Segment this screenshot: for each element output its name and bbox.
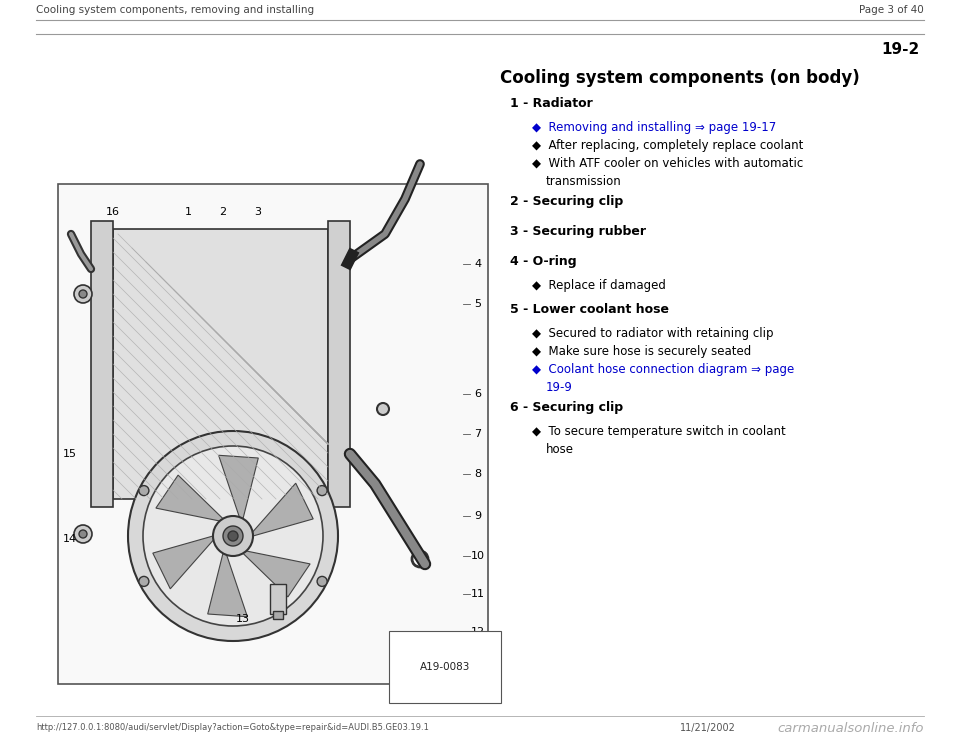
Text: ◆  Secured to radiator with retaining clip: ◆ Secured to radiator with retaining cli…: [532, 327, 774, 340]
Polygon shape: [207, 554, 248, 617]
Text: 1: 1: [184, 207, 191, 217]
Text: ◆  After replacing, completely replace coolant: ◆ After replacing, completely replace co…: [532, 139, 804, 152]
Text: 1 - Radiator: 1 - Radiator: [510, 97, 592, 110]
Polygon shape: [156, 475, 223, 521]
Text: 13: 13: [236, 614, 250, 624]
Circle shape: [228, 531, 238, 541]
Bar: [113, 229, 328, 499]
Text: 5: 5: [474, 299, 482, 309]
Text: 14: 14: [63, 534, 77, 544]
Text: 4: 4: [474, 259, 482, 269]
Polygon shape: [243, 551, 310, 597]
Text: 3 - Securing rubber: 3 - Securing rubber: [510, 225, 646, 238]
Text: 9: 9: [474, 511, 482, 521]
Text: 12: 12: [471, 627, 485, 637]
Text: 5 - Lower coolant hose: 5 - Lower coolant hose: [510, 303, 669, 316]
Bar: [113, 229, 328, 499]
Circle shape: [139, 577, 149, 586]
Bar: [328, 221, 350, 507]
Bar: [58, 184, 488, 684]
Text: 2 - Securing clip: 2 - Securing clip: [510, 195, 623, 208]
Bar: [113, 229, 328, 499]
Circle shape: [79, 290, 87, 298]
Circle shape: [79, 530, 87, 538]
Bar: [270, 584, 286, 614]
Text: 15: 15: [63, 449, 77, 459]
Circle shape: [213, 516, 253, 556]
Text: 11/21/2002: 11/21/2002: [680, 723, 736, 733]
Polygon shape: [219, 456, 258, 519]
Circle shape: [317, 577, 327, 586]
Text: 4 - O-ring: 4 - O-ring: [510, 255, 577, 268]
Text: 2: 2: [220, 207, 227, 217]
Bar: [91, 221, 113, 507]
Text: 8: 8: [474, 469, 482, 479]
Text: 7: 7: [474, 429, 482, 439]
Polygon shape: [153, 536, 213, 589]
Text: ◆  Make sure hose is securely seated: ◆ Make sure hose is securely seated: [532, 345, 752, 358]
Circle shape: [74, 525, 92, 543]
Circle shape: [317, 485, 327, 496]
Text: 6: 6: [474, 389, 482, 399]
Circle shape: [74, 285, 92, 303]
Text: 16: 16: [106, 207, 120, 217]
Text: 10: 10: [471, 551, 485, 561]
Text: 19-9: 19-9: [546, 381, 573, 394]
Text: hose: hose: [546, 443, 574, 456]
Text: 11: 11: [471, 589, 485, 599]
Text: A19-0083: A19-0083: [420, 662, 470, 672]
Text: 6 - Securing clip: 6 - Securing clip: [510, 401, 623, 414]
Text: Page 3 of 40: Page 3 of 40: [859, 5, 924, 15]
Text: ◆  Replace if damaged: ◆ Replace if damaged: [532, 279, 666, 292]
Text: ◆  With ATF cooler on vehicles with automatic: ◆ With ATF cooler on vehicles with autom…: [532, 157, 804, 170]
Text: 19-2: 19-2: [881, 42, 920, 57]
Text: ◆  Removing and installing ⇒ page 19-17: ◆ Removing and installing ⇒ page 19-17: [532, 121, 777, 134]
Text: Cooling system components, removing and installing: Cooling system components, removing and …: [36, 5, 314, 15]
Text: Cooling system components (on body): Cooling system components (on body): [500, 69, 860, 87]
Text: http://127.0.0.1:8080/audi/servlet/Display?action=Goto&type=repair&id=AUDI.B5.GE: http://127.0.0.1:8080/audi/servlet/Displ…: [36, 723, 429, 732]
Circle shape: [139, 485, 149, 496]
Text: 3: 3: [254, 207, 261, 217]
Bar: [273, 611, 283, 619]
Polygon shape: [252, 483, 313, 536]
Text: ◆  To secure temperature switch in coolant: ◆ To secure temperature switch in coolan…: [532, 425, 785, 438]
Text: ◆  Coolant hose connection diagram ⇒ page: ◆ Coolant hose connection diagram ⇒ page: [532, 363, 794, 376]
Text: carmanualsonline.info: carmanualsonline.info: [778, 721, 924, 735]
Circle shape: [143, 446, 323, 626]
Circle shape: [128, 431, 338, 641]
Text: transmission: transmission: [546, 175, 622, 188]
Circle shape: [377, 403, 389, 415]
Circle shape: [223, 526, 243, 546]
